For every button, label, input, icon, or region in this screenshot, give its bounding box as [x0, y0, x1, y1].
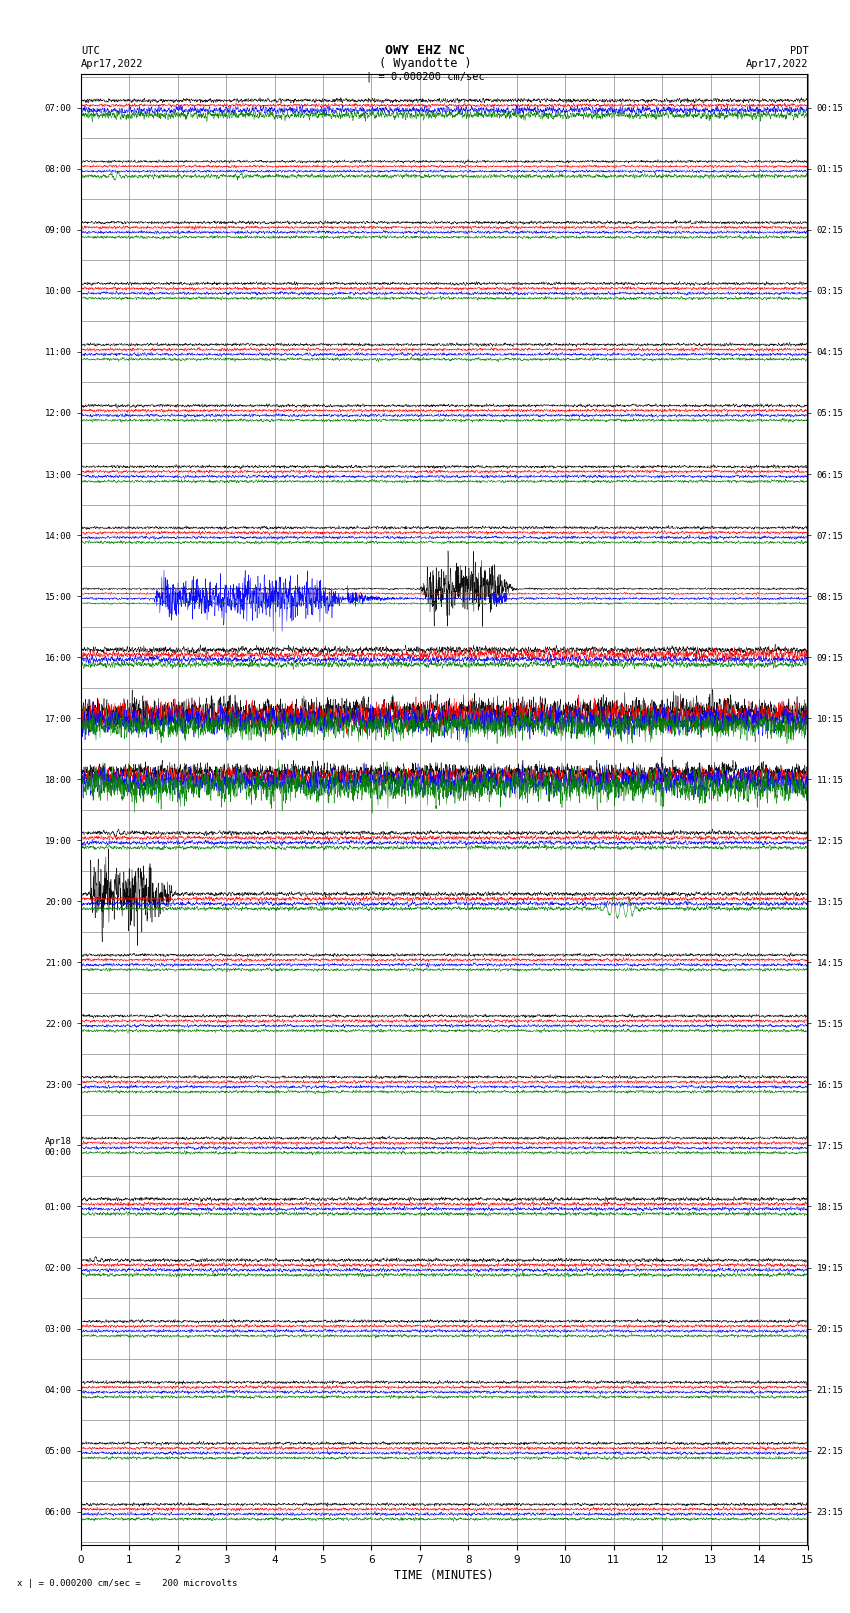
Text: PDT: PDT	[790, 45, 808, 56]
X-axis label: TIME (MINUTES): TIME (MINUTES)	[394, 1569, 494, 1582]
Text: x | = 0.000200 cm/sec =    200 microvolts: x | = 0.000200 cm/sec = 200 microvolts	[17, 1579, 237, 1589]
Text: ( Wyandotte ): ( Wyandotte )	[379, 56, 471, 71]
Text: UTC: UTC	[81, 45, 99, 56]
Text: OWY EHZ NC: OWY EHZ NC	[385, 44, 465, 58]
Text: Apr17,2022: Apr17,2022	[745, 58, 808, 69]
Text: Apr17,2022: Apr17,2022	[81, 58, 144, 69]
Text: | = 0.000200 cm/sec: | = 0.000200 cm/sec	[366, 71, 484, 82]
